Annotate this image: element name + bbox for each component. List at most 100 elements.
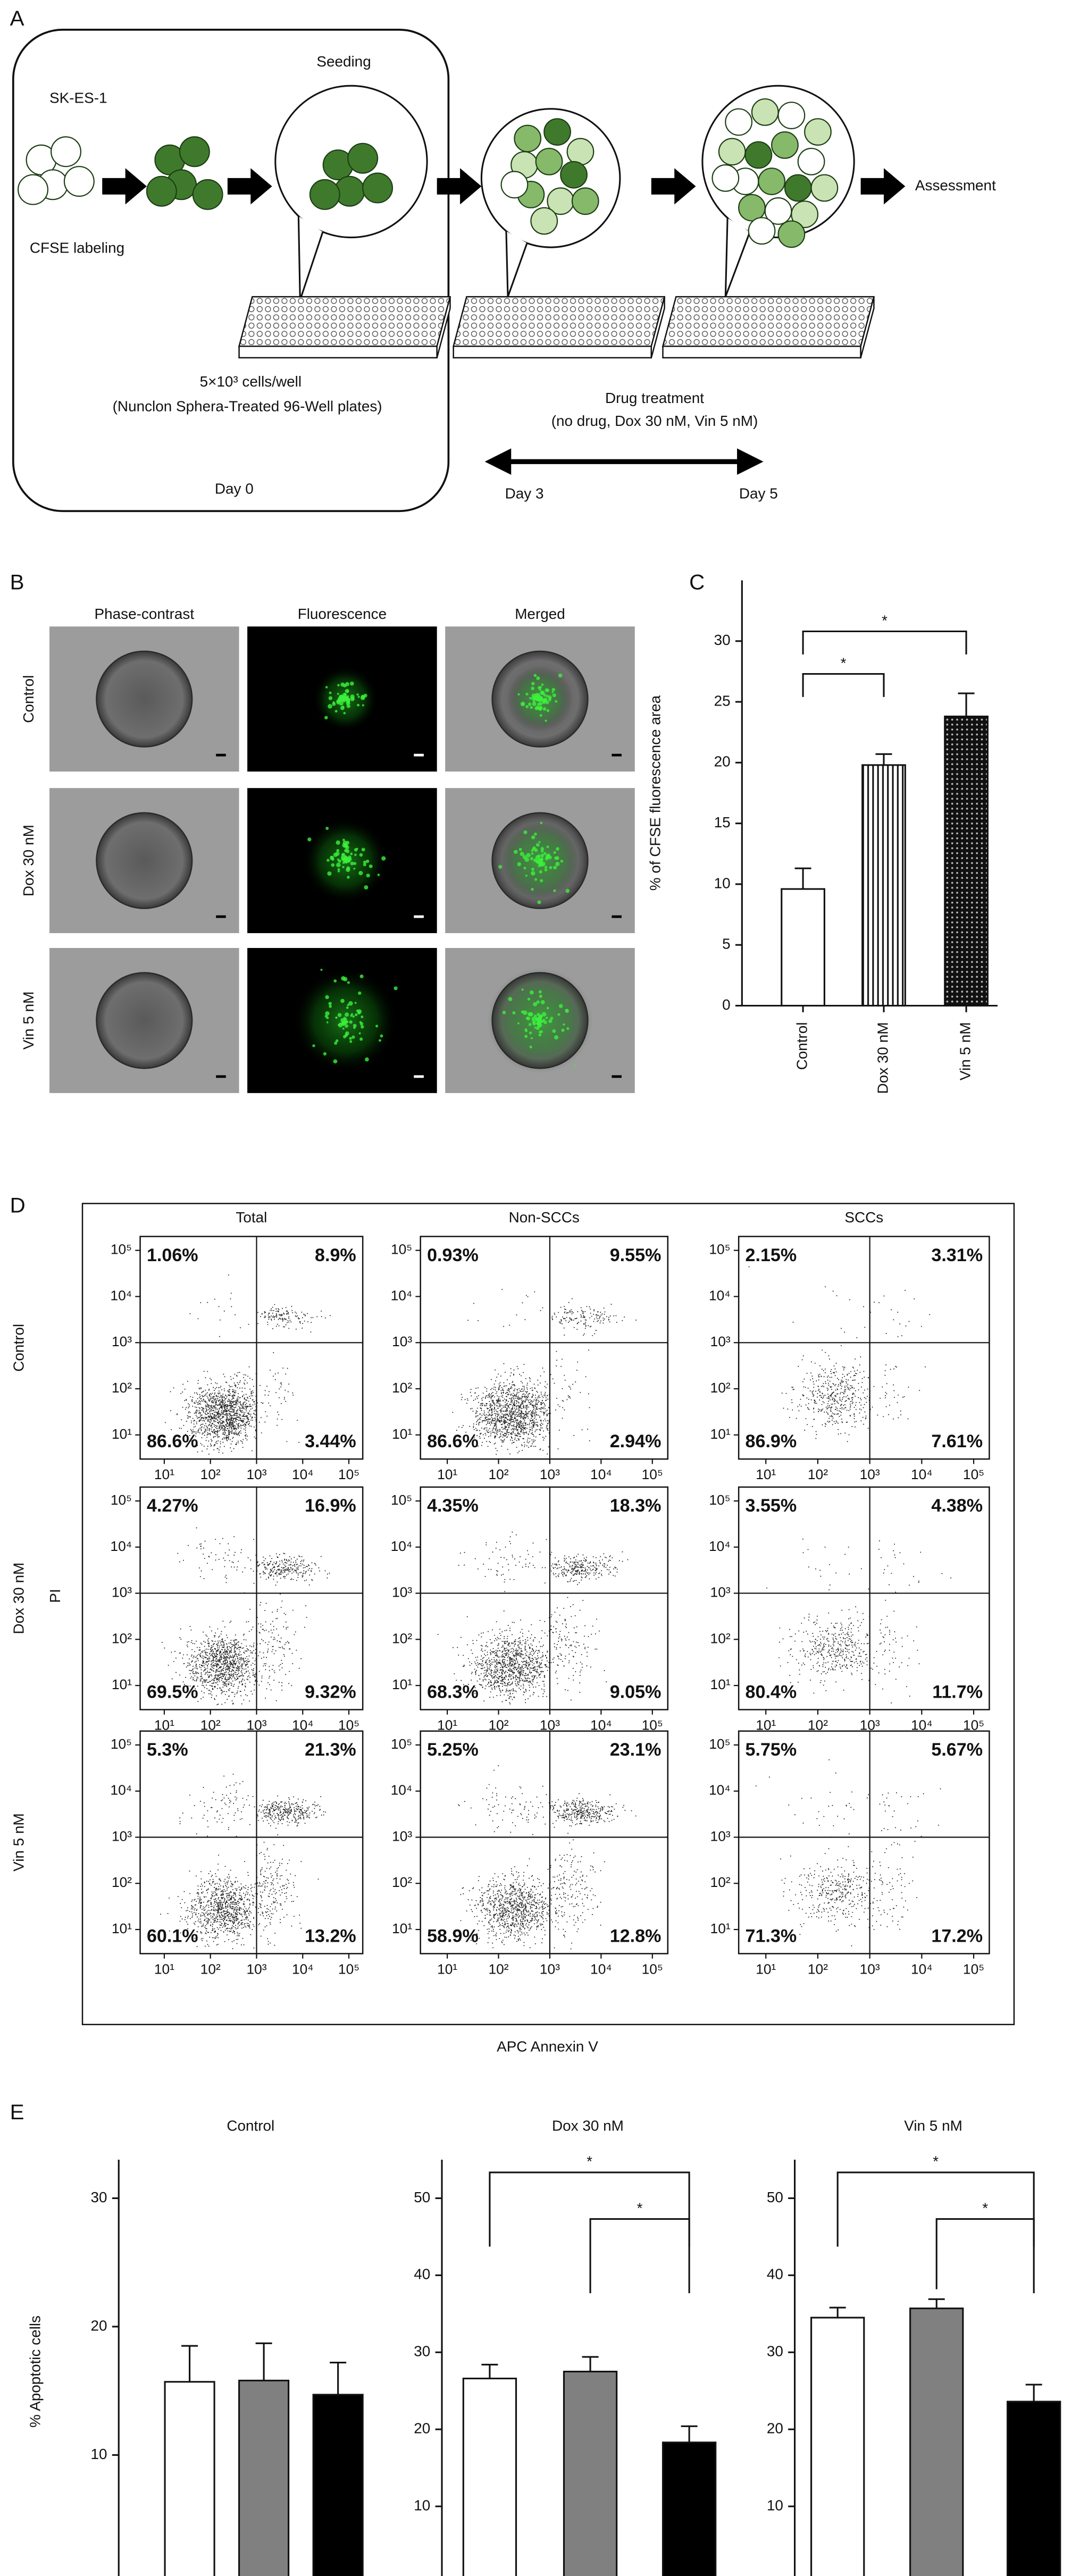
event-dot [236, 1423, 237, 1425]
event-dot [491, 1392, 492, 1394]
event-dot [222, 1441, 224, 1443]
event-dot [480, 1413, 481, 1415]
event-dot [488, 1436, 490, 1437]
cell [758, 167, 786, 196]
event-dot [217, 1664, 219, 1665]
event-dot [232, 1402, 234, 1404]
event-dot [886, 1383, 888, 1385]
event-dot [205, 1389, 206, 1391]
event-dot [500, 1433, 501, 1434]
event-dot [571, 1298, 573, 1299]
event-dot [180, 1392, 182, 1394]
event-dot [200, 1669, 202, 1671]
event-dot [484, 1398, 486, 1399]
event-dot [281, 1384, 282, 1386]
event-dot [530, 1429, 531, 1430]
fluorescence-spot [365, 1057, 369, 1062]
event-dot [217, 1661, 219, 1663]
event-dot [853, 1407, 855, 1408]
event-dot [545, 1411, 547, 1412]
event-dot [848, 1388, 849, 1390]
x-tick-label: 10² [200, 1466, 221, 1482]
fluorescence-spot [339, 1022, 341, 1025]
event-dot [518, 1402, 520, 1404]
event-dot [231, 1428, 232, 1430]
event-dot [264, 1567, 266, 1568]
event-dot [213, 1402, 214, 1404]
event-dot [280, 1314, 281, 1315]
event-dot [214, 1444, 215, 1445]
fluorescence-spot [517, 693, 520, 696]
event-dot [236, 1398, 238, 1400]
event-dot [510, 1394, 512, 1396]
event-dot [495, 1369, 496, 1371]
event-dot [194, 1445, 196, 1446]
event-dot [529, 1424, 530, 1425]
event-dot [299, 1556, 300, 1557]
event-dot [831, 1415, 832, 1416]
event-dot [304, 1580, 305, 1582]
event-dot [228, 1385, 230, 1386]
event-dot [287, 1312, 289, 1314]
event-dot [230, 1402, 231, 1404]
event-dot [283, 1313, 284, 1315]
event-dot [240, 1404, 242, 1406]
event-dot [267, 1576, 269, 1578]
event-dot [857, 1370, 858, 1371]
event-dot [490, 1398, 492, 1399]
event-dot [503, 1382, 505, 1383]
event-dot [582, 1312, 584, 1314]
event-dot [216, 1441, 217, 1442]
event-dot [191, 1649, 193, 1650]
event-dot [287, 1573, 289, 1575]
event-dot [219, 1336, 220, 1337]
event-dot [505, 1399, 507, 1400]
event-dot [824, 1411, 825, 1413]
event-dot [212, 1400, 213, 1402]
event-dot [208, 1419, 210, 1421]
fluorescence-spot [351, 698, 354, 700]
event-dot [843, 1396, 845, 1397]
bar [1007, 2401, 1061, 2576]
cell [535, 148, 563, 175]
event-dot [266, 1568, 268, 1570]
event-dot [188, 1403, 189, 1405]
event-dot [533, 1413, 534, 1414]
event-dot [525, 1412, 527, 1414]
event-dot [806, 1397, 808, 1399]
event-dot [233, 1649, 235, 1651]
event-dot [799, 1404, 800, 1406]
event-dot [518, 1373, 520, 1375]
fluorescence-spot [529, 1045, 532, 1048]
quadrant-percent: 86.6% [147, 1431, 198, 1451]
event-dot [841, 1421, 843, 1423]
event-dot [221, 1402, 222, 1403]
event-dot [831, 1404, 832, 1405]
event-dot [475, 1388, 477, 1389]
event-dot [489, 1400, 490, 1402]
event-dot [478, 1395, 479, 1396]
event-dot [207, 1384, 208, 1386]
event-dot [816, 1396, 818, 1398]
fluorescence-spot [538, 990, 542, 994]
event-dot [783, 1407, 784, 1409]
fluorescence-spot [555, 861, 560, 867]
event-dot [202, 1450, 203, 1452]
event-dot [864, 1404, 865, 1405]
event-dot [507, 1403, 508, 1404]
event-dot [475, 1413, 476, 1414]
event-dot [281, 1314, 283, 1315]
event-dot [224, 1652, 225, 1654]
event-dot [500, 1412, 502, 1413]
event-dot [524, 1402, 526, 1403]
event-dot [234, 1421, 236, 1423]
event-dot [250, 1391, 252, 1392]
fluorescence-spot [544, 868, 548, 871]
event-dot [539, 1429, 540, 1430]
event-dot [199, 1543, 200, 1545]
event-dot [502, 1395, 504, 1396]
event-dot [238, 1401, 240, 1403]
event-dot [219, 1413, 220, 1415]
event-dot [843, 1392, 845, 1394]
event-dot [480, 1407, 481, 1409]
